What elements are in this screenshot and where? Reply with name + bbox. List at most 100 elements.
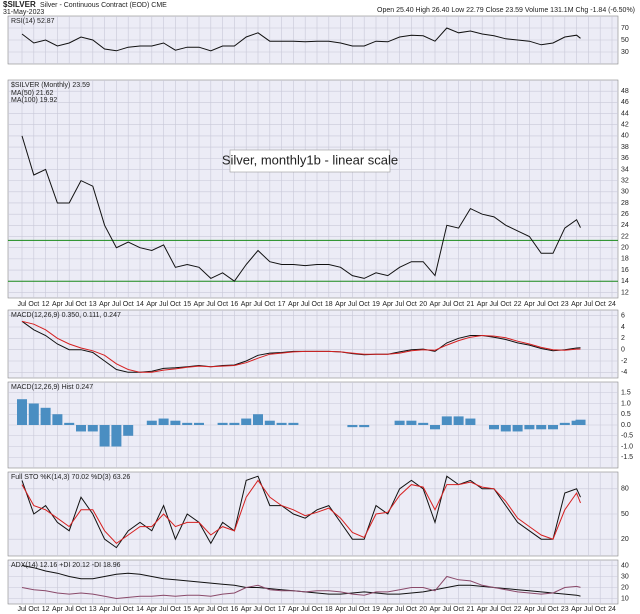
series-line bbox=[21, 575, 581, 600]
hist-bar bbox=[394, 420, 405, 425]
x-tick-label: Jul bbox=[348, 301, 357, 308]
x-tick-label: Apr bbox=[335, 606, 347, 613]
y-tick-label: -1.5 bbox=[621, 454, 633, 461]
y-tick-label: 42 bbox=[621, 122, 629, 129]
x-tick-label: Jul bbox=[442, 301, 451, 308]
x-tick-label: Oct bbox=[123, 606, 134, 613]
y-tick-label: 38 bbox=[621, 144, 629, 151]
x-tick-label: Oct bbox=[312, 301, 323, 308]
x-tick-label: Jul bbox=[112, 606, 121, 613]
hist-bar bbox=[575, 419, 586, 425]
x-tick-label: Jul bbox=[18, 606, 27, 613]
hist-bar bbox=[524, 425, 535, 430]
x-tick-label: Oct bbox=[500, 301, 511, 308]
x-tick-label: Oct bbox=[76, 301, 87, 308]
legend-entry: MA(50) 21.62 bbox=[11, 90, 54, 97]
x-tick-label: Apr bbox=[52, 606, 64, 613]
x-tick-label: Apr bbox=[99, 301, 111, 308]
x-tick-label: Oct bbox=[453, 606, 464, 613]
hist-bar bbox=[512, 425, 523, 432]
x-tick-label: Apr bbox=[571, 606, 583, 613]
x-tick-label: Apr bbox=[146, 606, 158, 613]
x-tick-label: Jul bbox=[584, 301, 593, 308]
x-tick-label: 13 bbox=[89, 301, 97, 308]
panel bbox=[7, 309, 619, 379]
x-tick-label: Oct bbox=[217, 606, 228, 613]
x-tick-label: Apr bbox=[524, 606, 536, 613]
quote: Open 25.40 High 26.40 Low 22.79 Close 23… bbox=[377, 7, 635, 14]
x-tick-label: Jul bbox=[348, 606, 357, 613]
x-tick-label: Jul bbox=[65, 301, 74, 308]
hist-bar bbox=[182, 422, 193, 425]
instrument-name: Silver - Continuous Contract (EOD) CME bbox=[40, 2, 167, 9]
hist-bar bbox=[229, 422, 240, 425]
y-tick-label: 14 bbox=[621, 278, 629, 285]
x-tick-label: Jul bbox=[112, 301, 121, 308]
hist-bar bbox=[194, 422, 204, 425]
x-tick-label: 16 bbox=[231, 606, 239, 613]
hist-bar bbox=[64, 422, 75, 425]
hist-bar bbox=[489, 425, 499, 430]
x-tick-label: Apr bbox=[194, 606, 206, 613]
x-tick-label: Jul bbox=[18, 301, 27, 308]
hist-bar bbox=[123, 425, 134, 436]
y-tick-label: -1.0 bbox=[621, 443, 633, 450]
hist-bar bbox=[28, 403, 39, 425]
x-tick-label: Apr bbox=[288, 301, 300, 308]
x-tick-label: Apr bbox=[477, 606, 489, 613]
y-tick-label: 0.5 bbox=[621, 411, 631, 418]
hist-bar bbox=[418, 422, 429, 425]
symbol: $SILVER bbox=[3, 0, 36, 9]
series-line bbox=[21, 479, 581, 545]
y-tick-label: 36 bbox=[621, 155, 629, 162]
y-tick-label: 46 bbox=[621, 99, 629, 106]
hist-bar bbox=[158, 418, 169, 425]
x-tick-label: 15 bbox=[183, 301, 191, 308]
x-tick-label: 23 bbox=[561, 301, 569, 308]
y-tick-label: 0 bbox=[621, 347, 625, 354]
x-tick-label: Apr bbox=[571, 301, 583, 308]
y-tick-label: 10 bbox=[621, 595, 629, 602]
x-tick-label: Oct bbox=[453, 301, 464, 308]
y-tick-label: 18 bbox=[621, 256, 629, 263]
x-tick-label: Jul bbox=[490, 301, 499, 308]
y-tick-label: 1.5 bbox=[621, 390, 631, 397]
y-tick-label: 50 bbox=[621, 511, 629, 518]
x-tick-label: Jul bbox=[159, 301, 168, 308]
x-tick-label: Oct bbox=[217, 301, 228, 308]
x-tick-label: Jul bbox=[584, 606, 593, 613]
x-tick-label: Oct bbox=[406, 301, 417, 308]
hist-bar bbox=[465, 418, 476, 425]
x-tick-label: Apr bbox=[241, 301, 253, 308]
y-tick-label: 22 bbox=[621, 233, 629, 240]
panel bbox=[7, 559, 619, 605]
x-tick-label: Apr bbox=[524, 301, 536, 308]
y-tick-label: 12 bbox=[621, 289, 629, 296]
x-tick-label: Oct bbox=[28, 606, 39, 613]
x-tick-label: Apr bbox=[194, 301, 206, 308]
x-tick-label: Oct bbox=[548, 606, 559, 613]
x-tick-label: 12 bbox=[42, 301, 50, 308]
hist-bar bbox=[264, 420, 275, 425]
y-tick-label: 20 bbox=[621, 245, 629, 252]
x-tick-label: 21 bbox=[467, 606, 475, 613]
x-tick-label: 17 bbox=[278, 301, 286, 308]
x-tick-label: 18 bbox=[325, 606, 333, 613]
y-tick-label: 24 bbox=[621, 222, 629, 229]
x-tick-label: Apr bbox=[146, 301, 158, 308]
x-tick-label: Oct bbox=[359, 301, 370, 308]
x-tick-label: 19 bbox=[372, 606, 380, 613]
x-tick-label: Apr bbox=[241, 606, 253, 613]
hist-bar bbox=[146, 420, 157, 425]
x-tick-label: Jul bbox=[65, 606, 74, 613]
x-tick-label: 24 bbox=[608, 301, 616, 308]
hist-bar bbox=[548, 425, 558, 430]
y-tick-label: 2 bbox=[621, 335, 625, 342]
x-tick-label: 18 bbox=[325, 301, 333, 308]
panel-label: ADX(14) 12.16 +DI 20.12 -DI 18.96 bbox=[11, 562, 121, 569]
hist-bar bbox=[559, 422, 570, 425]
date: 31-May-2023 bbox=[3, 9, 44, 16]
y-tick-label: 48 bbox=[621, 88, 629, 95]
hist-bar bbox=[453, 416, 464, 425]
